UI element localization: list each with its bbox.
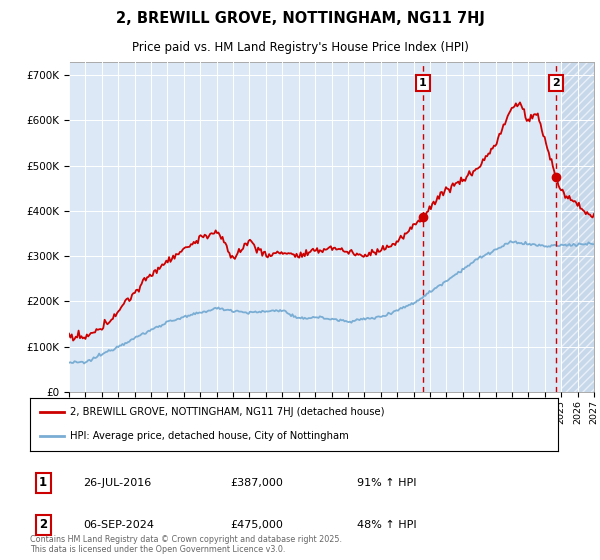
Text: £475,000: £475,000 (230, 520, 284, 530)
Text: 2, BREWILL GROVE, NOTTINGHAM, NG11 7HJ (detached house): 2, BREWILL GROVE, NOTTINGHAM, NG11 7HJ (… (70, 407, 384, 417)
Bar (561, 62, 594, 392)
Text: 91% ↑ HPI: 91% ↑ HPI (358, 478, 417, 488)
Text: 2, BREWILL GROVE, NOTTINGHAM, NG11 7HJ: 2, BREWILL GROVE, NOTTINGHAM, NG11 7HJ (116, 11, 484, 26)
Text: 1: 1 (39, 476, 47, 489)
Text: 48% ↑ HPI: 48% ↑ HPI (358, 520, 417, 530)
Text: Price paid vs. HM Land Registry's House Price Index (HPI): Price paid vs. HM Land Registry's House … (131, 41, 469, 54)
Bar (561, 62, 594, 392)
Text: 26-JUL-2016: 26-JUL-2016 (83, 478, 151, 488)
Text: 2: 2 (39, 518, 47, 531)
Text: Contains HM Land Registry data © Crown copyright and database right 2025.
This d: Contains HM Land Registry data © Crown c… (30, 535, 342, 554)
Text: £387,000: £387,000 (230, 478, 284, 488)
Text: HPI: Average price, detached house, City of Nottingham: HPI: Average price, detached house, City… (70, 431, 349, 441)
Text: 1: 1 (419, 78, 427, 88)
Text: 2: 2 (552, 78, 560, 88)
Text: 06-SEP-2024: 06-SEP-2024 (83, 520, 154, 530)
